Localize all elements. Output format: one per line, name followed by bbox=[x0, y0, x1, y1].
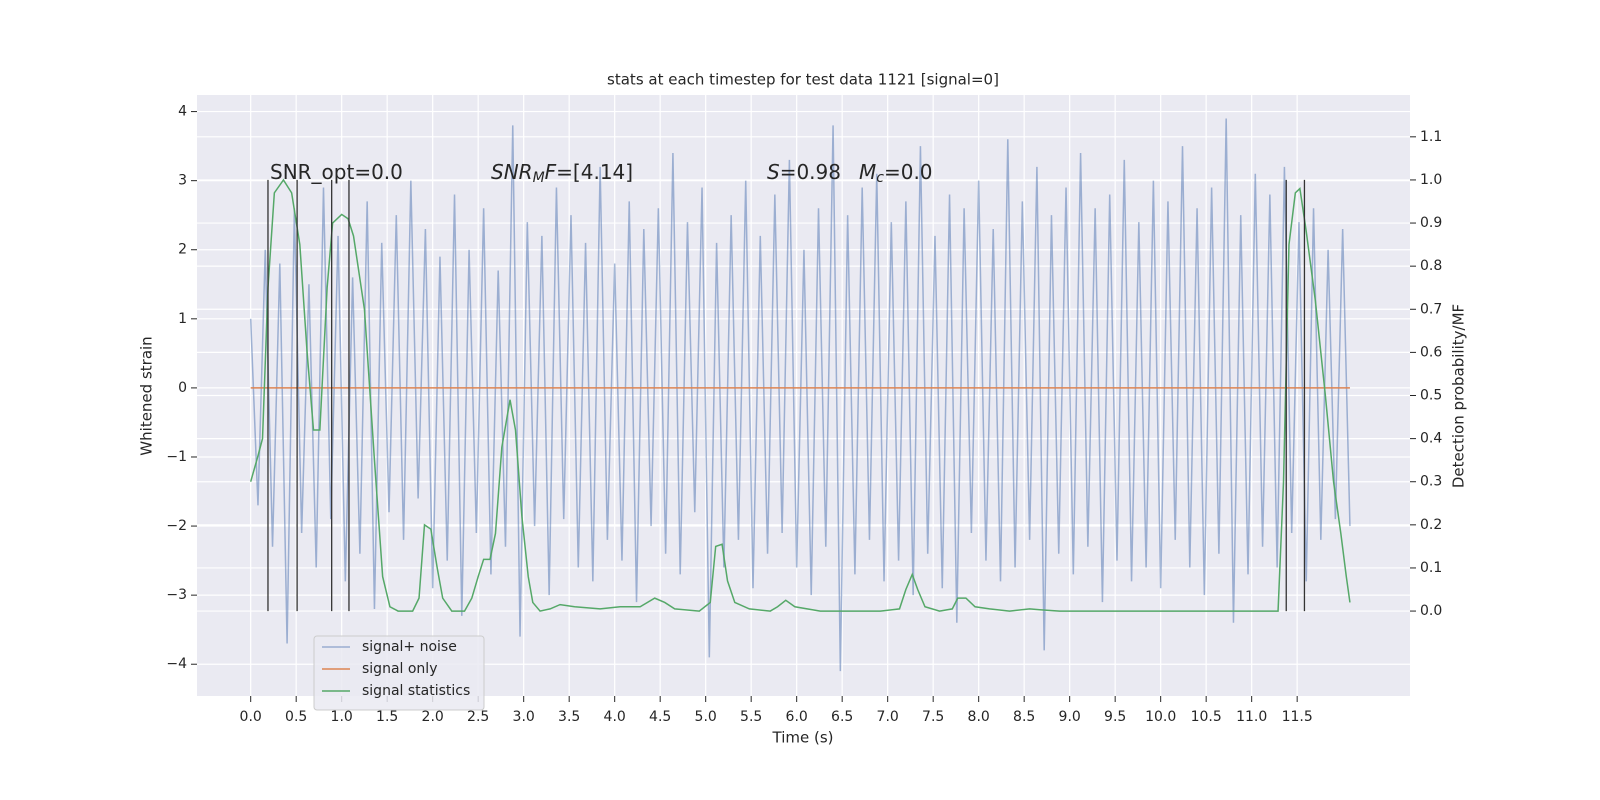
annotation-part: =0.98 bbox=[780, 160, 841, 184]
legend-box bbox=[313, 635, 485, 711]
x-axis-label: Time (s) bbox=[772, 729, 834, 747]
annotation-part: SNR_opt=0.0 bbox=[270, 160, 403, 184]
annotation-part: =[4.14] bbox=[556, 160, 633, 184]
x-tick-label: 9.0 bbox=[1059, 709, 1081, 725]
chart-title: stats at each timestep for test data 112… bbox=[607, 71, 999, 89]
annotation-part: M bbox=[859, 160, 876, 184]
y-tick-label: −1 bbox=[166, 449, 187, 465]
y2-tick-label: 0.5 bbox=[1420, 388, 1442, 404]
y-tick-label: 3 bbox=[178, 173, 187, 189]
x-tick-label: 0.0 bbox=[240, 709, 262, 725]
y-tick-label: −4 bbox=[166, 656, 187, 672]
x-tick-label: 10.0 bbox=[1145, 709, 1176, 725]
x-tick-label: 8.0 bbox=[968, 709, 990, 725]
x-tick-label: 8.5 bbox=[1013, 709, 1035, 725]
y2-tick-label: 1.1 bbox=[1420, 129, 1442, 145]
series-line bbox=[249, 178, 1351, 612]
x-tick-label: 3.5 bbox=[558, 709, 580, 725]
x-tick-label: 5.5 bbox=[740, 709, 762, 725]
y-tick-label: −3 bbox=[166, 587, 187, 603]
y2-tick-label: 0.4 bbox=[1420, 431, 1442, 447]
annotation: SNR_opt=0.0 bbox=[270, 160, 403, 184]
y2-tick-label: 0.3 bbox=[1420, 474, 1442, 490]
annotation-part: M bbox=[533, 170, 545, 186]
x-tick-label: 11.0 bbox=[1236, 709, 1267, 725]
annotation-part: =0.0 bbox=[884, 160, 933, 184]
x-tick-label: 1.5 bbox=[376, 709, 398, 725]
y2-tick-label: 0.0 bbox=[1420, 603, 1442, 619]
y-tick-label: 4 bbox=[178, 104, 187, 120]
x-tick-label: 4.5 bbox=[649, 709, 671, 725]
x-tick-label: 10.5 bbox=[1191, 709, 1222, 725]
annotation-part: S bbox=[767, 160, 780, 184]
y-tick-label: 1 bbox=[178, 311, 187, 327]
legend-label: signal statistics bbox=[362, 683, 470, 699]
x-tick-label: 7.5 bbox=[922, 709, 944, 725]
x-tick-label: 6.0 bbox=[786, 709, 808, 725]
y2-tick-label: 0.6 bbox=[1420, 344, 1442, 360]
y-tick-label: −2 bbox=[166, 518, 187, 534]
y2-axis-label: Detection probability/MF bbox=[1450, 304, 1468, 488]
y2-tick-label: 0.2 bbox=[1420, 517, 1442, 533]
annotation-part: SNR bbox=[491, 160, 533, 184]
legend-label: signal only bbox=[362, 661, 437, 677]
annotation: SNRMF=[4.14] bbox=[491, 160, 633, 187]
x-tick-label: 11.5 bbox=[1282, 709, 1313, 725]
y2-tick-label: 0.9 bbox=[1420, 215, 1442, 231]
x-tick-label: 3.0 bbox=[513, 709, 535, 725]
x-tick-label: 2.0 bbox=[422, 709, 444, 725]
y2-tick-label: 0.8 bbox=[1420, 258, 1442, 274]
x-tick-label: 9.5 bbox=[1104, 709, 1126, 725]
x-tick-label: 0.5 bbox=[285, 709, 307, 725]
x-tick-label: 4.0 bbox=[604, 709, 626, 725]
annotation: Mc=0.0 bbox=[859, 160, 933, 187]
annotation-part: c bbox=[876, 170, 884, 186]
y2-tick-label: 1.0 bbox=[1420, 172, 1442, 188]
y-tick-label: 2 bbox=[178, 242, 187, 258]
annotation: S=0.98 bbox=[767, 160, 841, 184]
x-tick-label: 1.0 bbox=[331, 709, 353, 725]
series-line bbox=[249, 118, 1351, 672]
x-tick-label: 7.0 bbox=[877, 709, 899, 725]
x-tick-label: 6.5 bbox=[831, 709, 853, 725]
x-tick-label: 2.5 bbox=[467, 709, 489, 725]
annotation-part: F bbox=[545, 160, 557, 184]
y-tick-label: 0 bbox=[178, 380, 187, 396]
y-axis-label: Whitened strain bbox=[138, 336, 156, 455]
y2-tick-label: 0.7 bbox=[1420, 301, 1442, 317]
y2-tick-label: 0.1 bbox=[1420, 560, 1442, 576]
legend-label: signal+ noise bbox=[362, 639, 457, 655]
x-tick-label: 5.0 bbox=[695, 709, 717, 725]
